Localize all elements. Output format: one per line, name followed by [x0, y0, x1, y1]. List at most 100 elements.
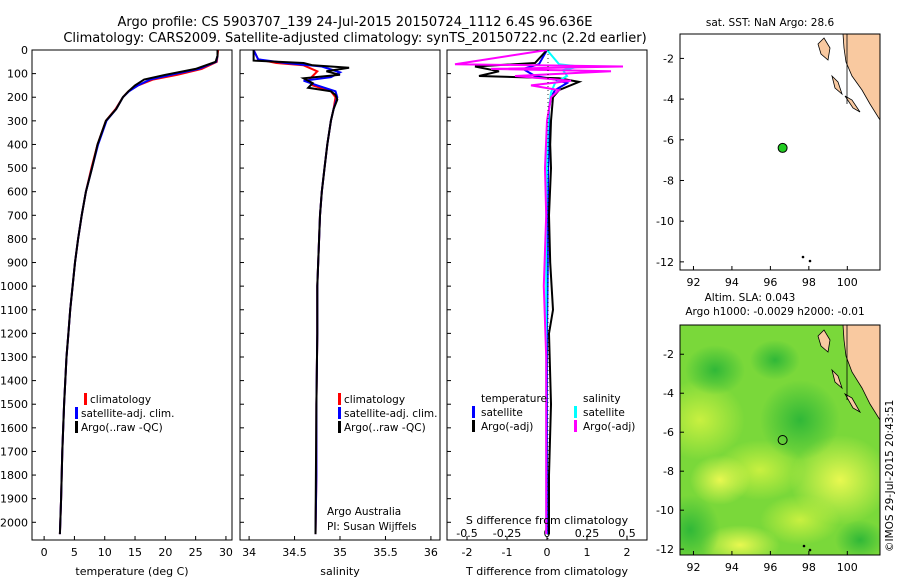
- legend-label-climatology: climatology: [90, 394, 151, 406]
- depth-axis: 0 100 200 300 400 500 600 700 800 900 1000 1100 1200…: [0, 44, 451, 529]
- depth-tick-label: 400: [7, 138, 28, 151]
- difference-profiles: [454, 50, 624, 535]
- depth-tick-label: 1900: [0, 493, 28, 506]
- sla-blob: [680, 380, 745, 460]
- sla-map-axes: 92 94 96 98 100 -2 -4 -6 -8 -10 -12: [656, 348, 858, 574]
- legend-label-argo: Argo(..raw -QC): [344, 422, 426, 434]
- title-line-2: Climatology: CARS2009. Satellite-adjuste…: [63, 31, 646, 46]
- pi-label: PI: Susan Wijffels: [327, 521, 417, 533]
- legend-label-satellite: satellite-adj. clim.: [81, 408, 174, 420]
- sla-heatmap: [680, 325, 880, 555]
- sla-blob: [680, 495, 720, 555]
- map-x-tick-label: 96: [763, 561, 777, 574]
- legend-label-sal-argo: Argo(-adj): [583, 421, 635, 433]
- depth-tick-label: 1100: [0, 304, 28, 317]
- x-tick-label: 35: [333, 546, 347, 559]
- sla-blob: [760, 380, 840, 460]
- map-y-tick-label: -8: [663, 174, 674, 187]
- salinity-profiles: [252, 50, 350, 535]
- series-argo-raw-qc-: [58, 50, 219, 535]
- depth-tick-label: 1500: [0, 398, 28, 411]
- temperature-axis-label: temperature (deg C): [75, 565, 188, 578]
- map-y-tick-label: -6: [663, 426, 674, 439]
- sla-title-line-1: Altim. SLA: 0.043: [705, 292, 796, 304]
- depth-tick-label: 900: [7, 257, 28, 270]
- x-tick-label: 0: [544, 546, 551, 559]
- sst-map-land: [801, 34, 880, 263]
- x-tick-label: 5: [71, 546, 78, 559]
- island-north: [817, 329, 831, 353]
- series-temperature-argo-adj-: [474, 50, 583, 535]
- imos-credit: ©IMOS 29-Jul-2015 20:43:51: [884, 400, 896, 552]
- legend-label-climatology: climatology: [344, 394, 405, 406]
- sla-blob: [685, 345, 745, 395]
- map-x-tick-label: 98: [802, 276, 816, 289]
- x-tick-label: 30: [219, 546, 233, 559]
- map-y-tick-label: -6: [663, 134, 674, 147]
- sst-map-title: sat. SST: NaN Argo: 28.6: [706, 17, 835, 29]
- legend-swatch-sal-satellite: [574, 406, 577, 418]
- x-tick-label: 36: [424, 546, 438, 559]
- x-tick-label: -1: [502, 546, 513, 559]
- map-y-tick-label: -2: [663, 348, 674, 361]
- salinity-x-axis: 34 34.5 35 35.5 36: [242, 536, 438, 559]
- islet-dot: [808, 259, 812, 263]
- map-y-tick-label: -10: [656, 215, 674, 228]
- s-tick-label: -0.5: [456, 527, 477, 540]
- map-y-tick-label: -12: [656, 256, 674, 269]
- legend-swatch-satellite: [338, 407, 341, 419]
- salinity-axis-label: salinity: [320, 565, 360, 578]
- x-tick-label: -2: [462, 546, 473, 559]
- temperature-profiles: [58, 50, 220, 535]
- depth-tick-label: 1800: [0, 469, 28, 482]
- depth-tick-label: 500: [7, 162, 28, 175]
- salinity-panel: [239, 49, 441, 541]
- series-salinity-argo-adj-: [454, 50, 624, 535]
- map-y-tick-label: -2: [663, 52, 674, 65]
- islet-dot: [808, 548, 812, 552]
- series-satellite-adj-clim-: [58, 50, 219, 535]
- salinity-legend: climatology satellite-adj. clim. Argo(..…: [327, 393, 437, 533]
- islet-dot: [802, 544, 806, 548]
- map-y-tick-label: -8: [663, 465, 674, 478]
- sla-blob: [700, 525, 780, 555]
- legend-label-temp-satellite: satellite: [481, 407, 523, 419]
- sla-map-frame: [679, 324, 881, 556]
- series-argo-raw-qc-: [252, 50, 350, 535]
- x-tick-label: 34: [242, 546, 256, 559]
- s-tick-label: -0.25: [493, 527, 521, 540]
- sla-map-markers: [777, 435, 788, 445]
- island-mid: [831, 368, 843, 390]
- series-satellite-adj-clim-: [252, 50, 343, 535]
- depth-tick-label: 1200: [0, 327, 28, 340]
- depth-tick-label: 700: [7, 209, 28, 222]
- map-x-tick-label: 96: [763, 276, 777, 289]
- s-difference-axis-label: S difference from climatology: [466, 514, 629, 527]
- depth-tick-label: 800: [7, 233, 28, 246]
- legend-label-temp-argo: Argo(-adj): [481, 421, 533, 433]
- sla-blob: [690, 455, 750, 505]
- legend-swatch-sal-argo: [574, 420, 577, 432]
- map-y-tick-label: -12: [656, 543, 674, 556]
- x-tick-label: 34.5: [282, 546, 307, 559]
- map-x-tick-label: 100: [837, 276, 858, 289]
- sla-blob: [760, 495, 840, 545]
- legend-label-satellite: satellite-adj. clim.: [344, 408, 437, 420]
- argo-location-marker: [777, 142, 788, 153]
- depth-tick-label: 1700: [0, 445, 28, 458]
- legend-label-sal-satellite: satellite: [583, 407, 625, 419]
- temperature-legend: climatology satellite-adj. clim. Argo(..…: [75, 393, 174, 434]
- legend-swatch-temp-argo: [472, 420, 475, 432]
- legend-swatch-climatology: [338, 393, 341, 405]
- depth-tick-label: 300: [7, 115, 28, 128]
- x-tick-label: 1: [584, 546, 591, 559]
- depth-tick-label: 1000: [0, 280, 28, 293]
- map-x-tick-label: 94: [725, 276, 739, 289]
- sumatra-coast: [842, 325, 880, 421]
- sla-blob: [750, 340, 800, 380]
- depth-tick-label: 1300: [0, 351, 28, 364]
- depth-tick-label: 1600: [0, 422, 28, 435]
- depth-tick-label: 100: [7, 68, 28, 81]
- islet-dot: [801, 255, 805, 259]
